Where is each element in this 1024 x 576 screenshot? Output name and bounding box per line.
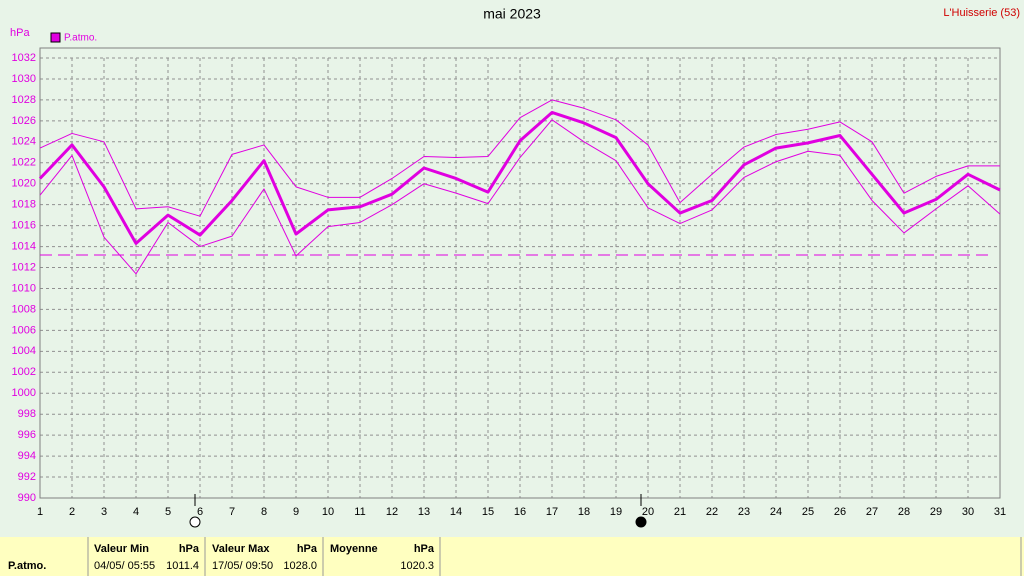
y-tick-label: 1022 [12,157,36,169]
plot: 9909929949969981000100210041006100810101… [12,47,1006,518]
legend-label: P.atmo. [64,33,97,44]
x-tick-label: 4 [133,506,139,518]
x-tick-label: 26 [834,506,846,518]
data-line [39,119,1001,275]
legend-swatch [50,32,61,43]
y-tick-label: 994 [18,450,36,462]
x-tick-label: 10 [322,506,334,518]
summary-table: P.atmo. Valeur Min hPa 04/05/ 05:55 1011… [0,537,1024,576]
x-tick-label: 5 [165,506,171,518]
x-tick-label: 24 [770,506,782,518]
x-tick-label: 3 [101,506,107,518]
col-unit: hPa [179,543,200,555]
x-tick-label: 20 [642,506,654,518]
x-tick-label: 27 [866,506,878,518]
x-tick-label: 17 [546,506,558,518]
y-tick-label: 1008 [12,303,36,315]
y-tick-label: 1018 [12,199,36,211]
col-unit: hPa [297,543,318,555]
y-tick-label: 1000 [12,387,36,399]
y-tick-label: 1024 [12,136,36,148]
x-tick-label: 18 [578,506,590,518]
data-line [39,99,1000,217]
y-tick-label: 1014 [12,240,36,252]
col-date: 04/05/ 05:55 [94,560,155,572]
col-value: 1011.4 [166,560,199,572]
col-title: Valeur Min [94,543,149,555]
y-tick-label: 1010 [12,282,36,294]
background [0,0,1024,537]
y-tick-label: 1020 [12,178,36,190]
col-unit: hPa [414,543,435,555]
y-tick-label: 996 [18,429,36,441]
y-tick-label: 1004 [12,345,36,357]
col-date: 17/05/ 09:50 [212,560,273,572]
x-tick-label: 1 [37,506,43,518]
x-tick-label: 30 [962,506,974,518]
y-tick-label: 1016 [12,220,36,232]
y-tick-label: 1026 [12,115,36,127]
plot-frame [39,47,1001,499]
chart-title: mai 2023 [483,6,541,22]
y-tick-label: 1032 [12,52,36,64]
x-tick-label: 21 [674,506,686,518]
x-tick-label: 23 [738,506,750,518]
new-moon-icon [635,516,647,528]
row-label: P.atmo. [8,560,46,572]
x-tick-label: 28 [898,506,910,518]
y-tick-label: 992 [18,471,36,483]
x-tick-label: 15 [482,506,494,518]
x-tick-label: 25 [802,506,814,518]
y-axis-label: hPa [10,27,30,39]
x-tick-label: 14 [450,506,462,518]
x-tick-label: 31 [994,506,1006,518]
y-tick-label: 1006 [12,324,36,336]
y-tick-label: 1030 [12,73,36,85]
full-moon-icon [189,516,201,528]
data-line [38,110,1001,245]
station-name: L'Huisserie (53) [943,7,1020,19]
col-title: Moyenne [330,543,378,555]
x-tick-label: 2 [69,506,75,518]
col-value: 1028.0 [283,560,317,572]
x-tick-label: 29 [930,506,942,518]
x-tick-label: 9 [293,506,299,518]
x-tick-label: 7 [229,506,235,518]
y-tick-label: 990 [18,492,36,504]
y-tick-label: 998 [18,408,36,420]
x-tick-label: 6 [197,506,203,518]
y-tick-label: 1012 [12,261,36,273]
x-tick-label: 22 [706,506,718,518]
y-tick-label: 1028 [12,94,36,106]
x-tick-label: 11 [354,506,365,518]
x-tick-label: 13 [418,506,430,518]
x-tick-label: 12 [386,506,398,518]
x-tick-label: 16 [514,506,526,518]
col-value: 1020.3 [400,560,434,572]
x-tick-label: 8 [261,506,267,518]
col-title: Valeur Max [212,543,270,555]
x-tick-label: 19 [610,506,622,518]
table-bg [0,537,1024,576]
y-tick-label: 1002 [12,366,36,378]
